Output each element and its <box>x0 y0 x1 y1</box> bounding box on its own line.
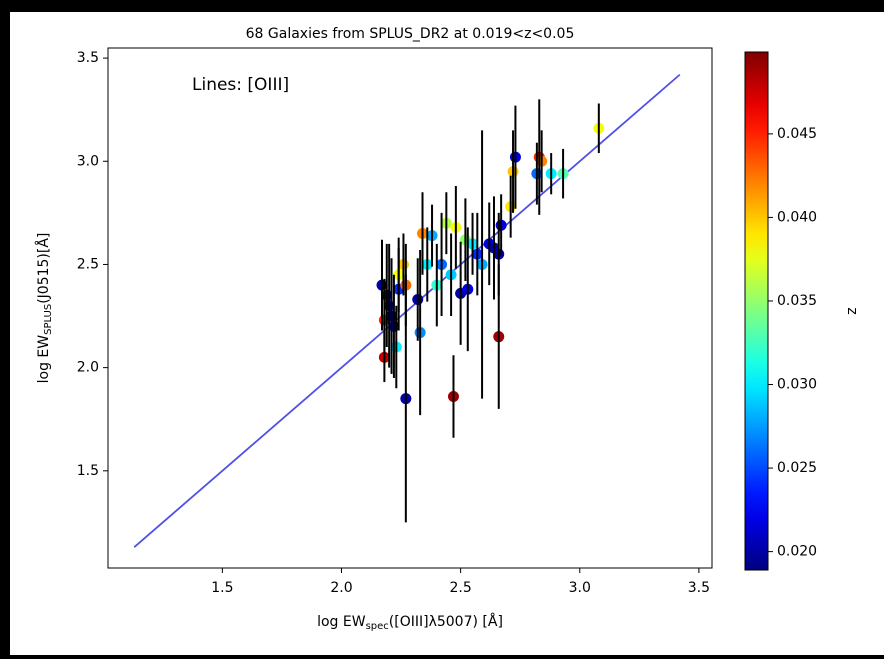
x-tick-label: 3.5 <box>688 580 710 596</box>
plot-frame <box>107 47 713 569</box>
figure-background <box>10 12 884 655</box>
x-axis-label: log EWspec([OIII]λ5007) [Å] <box>317 613 503 632</box>
x-label-part: ([OIII]λ5007) [Å] <box>389 613 503 630</box>
colorbar-tick-label: 0.035 <box>777 293 817 309</box>
y-axis-label: log EWSPLUS(J0515)[Å] <box>35 233 54 384</box>
y-tick-label: 3.0 <box>77 153 99 169</box>
y-label-part: log EW <box>36 335 52 384</box>
y-label-subscript: SPLUS <box>43 304 54 335</box>
y-tick-label: 3.5 <box>77 50 99 66</box>
x-label-subscript: spec <box>366 621 389 632</box>
x-tick-label: 2.5 <box>449 580 471 596</box>
colorbar-tick-label: 0.030 <box>777 377 817 393</box>
reference-line <box>133 73 681 548</box>
colorbar <box>744 51 769 571</box>
x-tick-label: 1.5 <box>211 580 233 596</box>
y-tick-label: 1.5 <box>77 463 99 479</box>
colorbar-tick-label: 0.020 <box>777 544 817 560</box>
chart-title: 68 Galaxies from SPLUS_DR2 at 0.019<z<0.… <box>246 26 575 42</box>
x-tick-label: 3.0 <box>569 580 591 596</box>
colorbar-label: z <box>844 307 860 314</box>
colorbar-tick-label: 0.025 <box>777 460 817 476</box>
colorbar-tick-label: 0.045 <box>777 126 817 142</box>
x-tick-label: 2.0 <box>330 580 352 596</box>
y-label-part: (J0515)[Å] <box>35 233 52 304</box>
x-label-part: log EW <box>317 614 366 630</box>
annotation: Lines: [OIII] <box>192 75 289 95</box>
y-tick-label: 2.5 <box>77 256 99 272</box>
colorbar-tick-label: 0.040 <box>777 209 817 225</box>
y-tick-label: 2.0 <box>77 360 99 376</box>
